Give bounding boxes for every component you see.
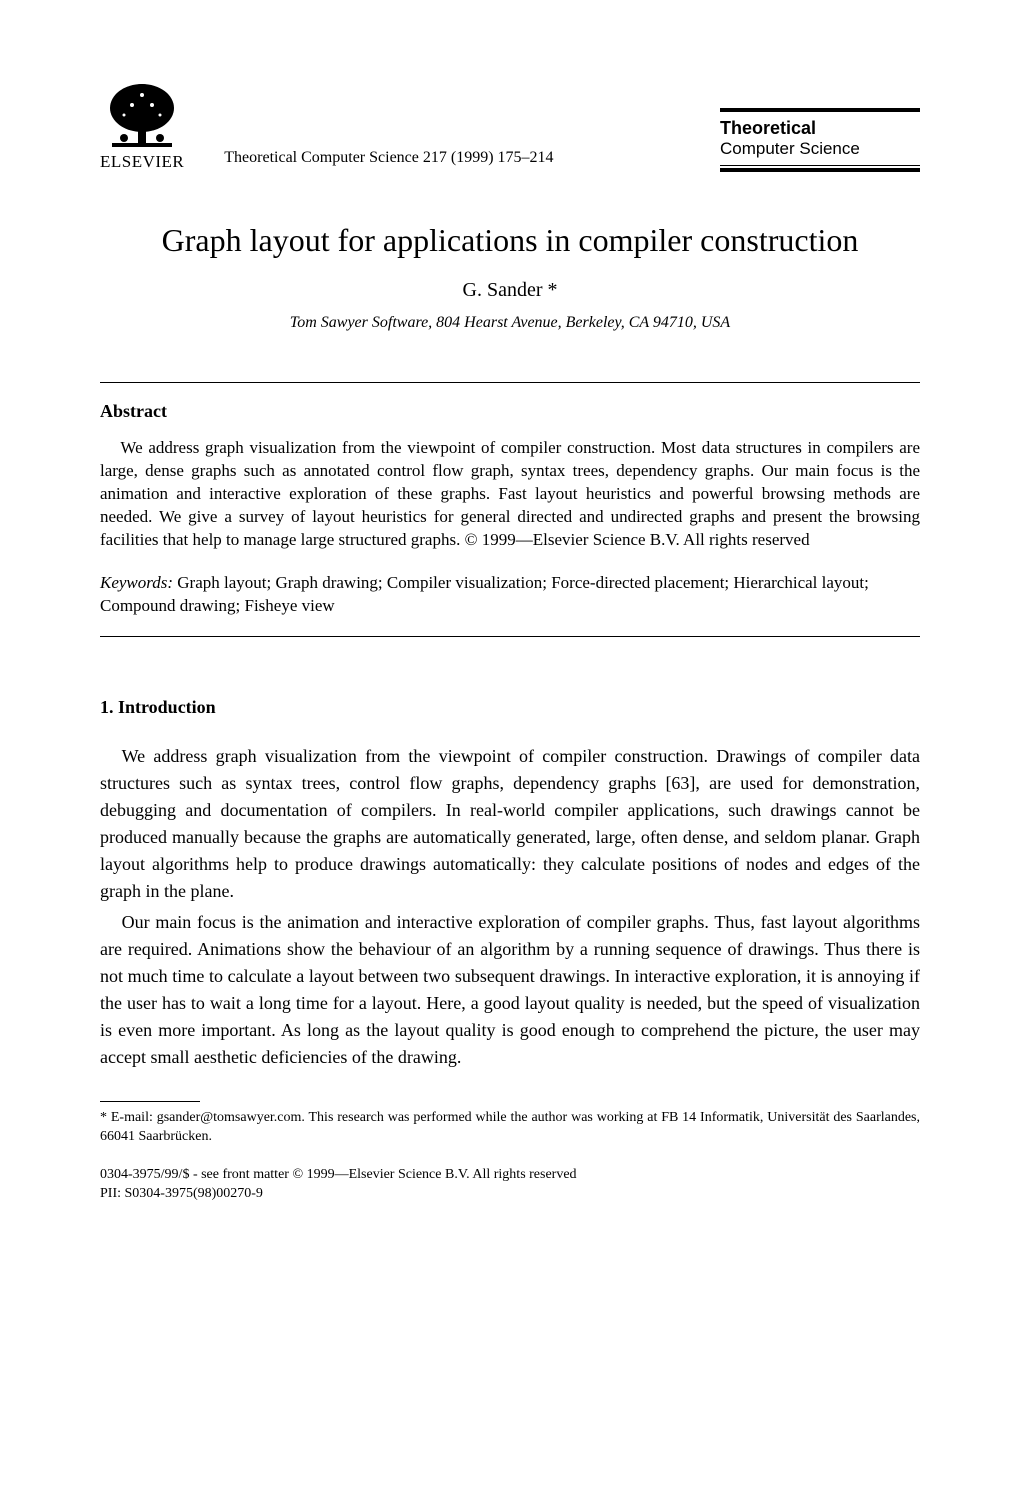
article-title: Graph layout for applications in compile… <box>100 222 920 259</box>
page-header: ELSEVIER Theoretical Computer Science 21… <box>100 80 920 172</box>
footer-info: 0304-3975/99/$ - see front matter © 1999… <box>100 1165 920 1204</box>
keywords-text: Graph layout; Graph drawing; Compiler vi… <box>100 573 869 615</box>
journal-name-bottom-rule <box>720 166 920 172</box>
header-right: Theoretical Computer Science <box>720 108 920 172</box>
journal-name-line2: Computer Science <box>720 139 920 159</box>
publisher-name: ELSEVIER <box>100 152 184 172</box>
section-1-para-1: We address graph visualization from the … <box>100 743 920 905</box>
section-1-heading: 1. Introduction <box>100 697 920 718</box>
journal-name-line1: Theoretical <box>720 118 920 139</box>
abstract-text: We address graph visualization from the … <box>100 437 920 552</box>
abstract-bottom-rule <box>100 636 920 637</box>
footer-line-2: PII: S0304-3975(98)00270-9 <box>100 1184 920 1204</box>
keywords-block: Keywords: Graph layout; Graph drawing; C… <box>100 572 920 618</box>
footnote-text: * E-mail: gsander@tomsawyer.com. This re… <box>100 1108 920 1147</box>
journal-name-box: Theoretical Computer Science <box>720 108 920 166</box>
abstract-top-rule <box>100 382 920 383</box>
section-1-para-2: Our main focus is the animation and inte… <box>100 909 920 1071</box>
publisher-logo-block: ELSEVIER <box>100 80 184 172</box>
article-author: G. Sander * <box>100 279 920 302</box>
abstract-heading: Abstract <box>100 401 920 422</box>
header-left: ELSEVIER Theoretical Computer Science 21… <box>100 80 554 172</box>
footer-line-1: 0304-3975/99/$ - see front matter © 1999… <box>100 1165 920 1185</box>
elsevier-tree-icon <box>102 80 182 150</box>
keywords-label: Keywords: <box>100 573 173 592</box>
footnote-divider <box>100 1101 200 1102</box>
article-affiliation: Tom Sawyer Software, 804 Hearst Avenue, … <box>100 314 920 332</box>
journal-citation: Theoretical Computer Science 217 (1999) … <box>224 149 553 167</box>
